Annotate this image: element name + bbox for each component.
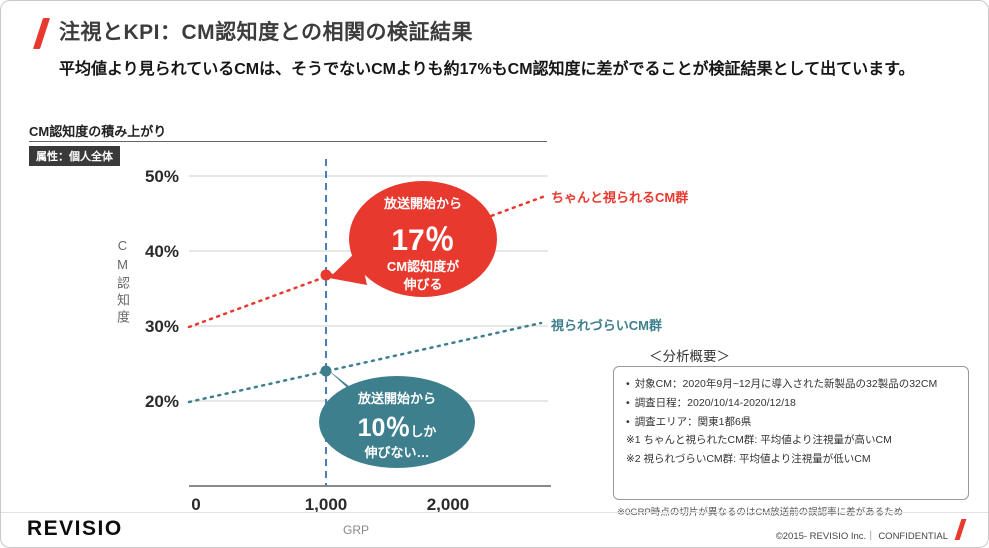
svg-text:0: 0 <box>191 495 200 514</box>
analysis-footnote: ※0GRP時点の切片が異なるのはCM放送前の誤認率に差があるため <box>617 504 903 518</box>
svg-text:50%: 50% <box>145 167 179 186</box>
copyright-text: ©2015- REVISIO Inc.｜ CONFIDENTIAL <box>775 531 948 542</box>
svg-text:1,000: 1,000 <box>305 495 348 514</box>
analysis-item: • 対象CM：2020年9月~12月に導入された新製品の32製品の32CM <box>626 376 956 393</box>
data-point-unwatched-cm <box>320 365 332 377</box>
svg-text:放送開始から: 放送開始から <box>357 391 436 406</box>
analysis-item: • 調査エリア：関東1都6県 <box>626 414 956 431</box>
bullet-icon: • <box>626 396 630 409</box>
annotation-bubble-watched <box>349 181 497 297</box>
cm-awareness-chart: 50% 40% 30% 20% 0 1,000 2,000 GRP 放送開始から… <box>145 159 551 537</box>
svg-text:10％しか: 10％しか <box>358 414 437 442</box>
annotation-bubble-unwatched <box>319 376 475 468</box>
x-axis-title: GRP <box>343 523 369 537</box>
svg-text:放送開始から: 放送開始から <box>383 196 462 211</box>
svg-text:17％: 17％ <box>391 224 454 257</box>
svg-text:2,000: 2,000 <box>427 495 470 514</box>
y-tick-labels: 50% 40% 30% 20% <box>145 167 179 411</box>
bubble-watched-text: 放送開始から 17％ CM認知度が 伸びる <box>383 196 462 292</box>
data-point-watched-cm <box>320 269 332 281</box>
analysis-item: ※1 ちゃんと視られたCM群: 平均値より注視量が高いCM <box>626 432 956 449</box>
trend-line-unwatched-cm <box>187 321 543 404</box>
chart-section-title: CM認知度の積み上がり <box>29 124 167 139</box>
legend-unwatched-cm-group: 視られづらいCM群 <box>551 318 662 333</box>
svg-text:CM認知度が: CM認知度が <box>387 259 459 274</box>
analysis-item-text: 調査エリア：関東1都6県 <box>634 415 752 428</box>
title-accent-slash-icon <box>32 18 51 49</box>
chart-title-rule <box>29 141 547 142</box>
y-axis-label: CM認知度 <box>115 238 130 327</box>
attribute-badge: 属性：個人全体 <box>29 146 120 166</box>
analysis-overview-box: • 対象CM：2020年9月~12月に導入された新製品の32製品の32CM • … <box>613 366 969 500</box>
svg-text:20%: 20% <box>145 392 179 411</box>
svg-text:伸びない…: 伸びない… <box>363 445 429 460</box>
analysis-overview-heading: ＜分析概要＞ <box>649 349 730 364</box>
page-title: 注視とKPI：CM認知度との相関の検証結果 <box>59 21 473 44</box>
svg-text:40%: 40% <box>145 242 179 261</box>
svg-text:伸びる: 伸びる <box>402 277 442 292</box>
analysis-item: • 調査日程：2020/10/14-2020/12/18 <box>626 395 956 412</box>
footer-divider <box>1 512 988 513</box>
svg-text:30%: 30% <box>145 317 179 336</box>
analysis-item-text: ※1 ちゃんと視られたCM群: 平均値より注視量が高いCM <box>626 434 892 447</box>
analysis-item-text: ※2 視られづらいCM群: 平均値より注視量が低いCM <box>626 453 871 466</box>
bullet-icon: • <box>626 415 630 428</box>
analysis-item-text: 調査日程：2020/10/14-2020/12/18 <box>634 396 796 409</box>
revisio-logo: REVISIO <box>27 517 123 540</box>
legend-watched-cm-group: ちゃんと視られるCM群 <box>551 190 689 205</box>
analysis-item-text: 対象CM：2020年9月~12月に導入された新製品の32製品の32CM <box>634 378 938 390</box>
bullet-icon: • <box>626 378 630 390</box>
analysis-item: ※2 視られづらいCM群: 平均値より注視量が低いCM <box>626 451 956 468</box>
x-tick-labels: 0 1,000 2,000 <box>191 495 469 514</box>
footer-accent-slash-icon <box>954 519 967 540</box>
page-subtitle: 平均値より見られているCMは、そうでないCMよりも約17%もCM認知度に差がでる… <box>59 61 915 78</box>
bubble-unwatched-text: 放送開始から 10％しか 伸びない… <box>357 391 436 460</box>
